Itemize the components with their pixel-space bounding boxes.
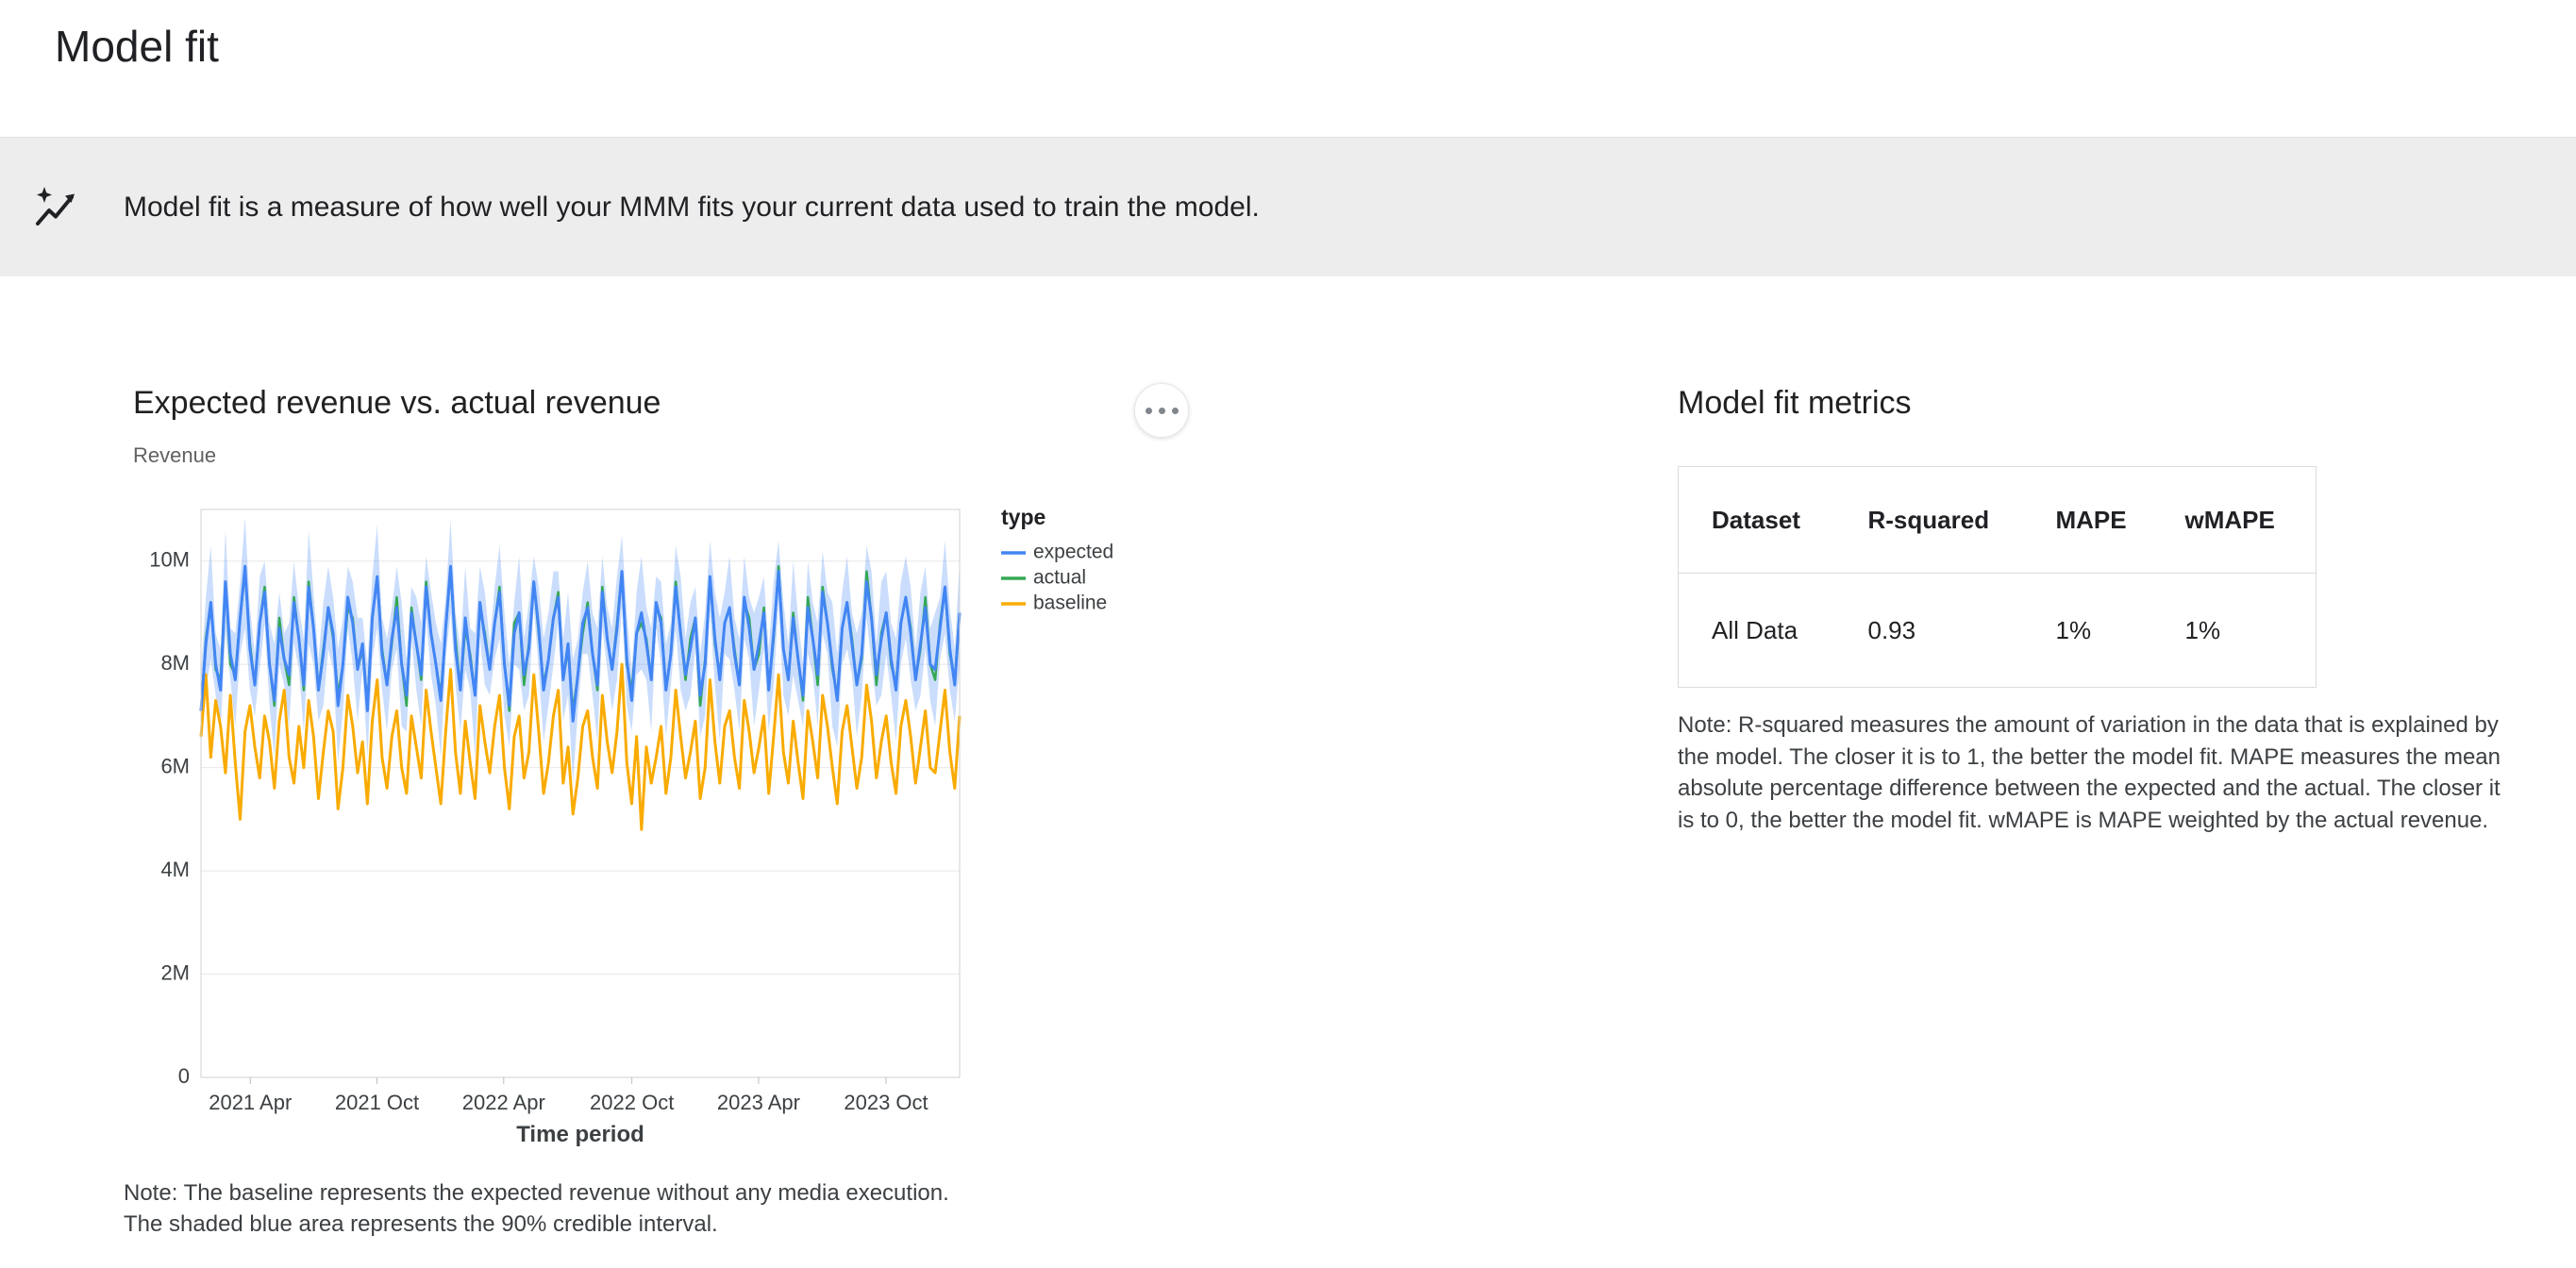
chart-title: Expected revenue vs. actual revenue xyxy=(133,385,661,421)
banner-text: Model fit is a measure of how well your … xyxy=(124,191,1260,223)
series-line-baseline xyxy=(199,662,962,831)
col-header-r-squared: R-squared xyxy=(1867,505,1990,534)
header-divider xyxy=(0,137,2576,138)
chart-note: Note: The baseline represents the expect… xyxy=(124,1180,949,1237)
col-header-mape: MAPE xyxy=(2055,505,2127,534)
x-tick-label: 2023 Oct xyxy=(844,1091,928,1114)
plot-border xyxy=(200,509,961,1078)
col-header-wmape: wMAPE xyxy=(2184,505,2275,534)
table-row: All Data 0.93 1% 1% xyxy=(1679,574,2317,688)
y-tick-label: 10M xyxy=(149,548,190,572)
y-tick-label: 6M xyxy=(160,754,190,777)
legend-title: type xyxy=(1001,505,1045,529)
legend-label-actual: actual xyxy=(1033,567,1086,589)
page-title: Model fit xyxy=(55,22,219,71)
model-fit-sparkline-icon xyxy=(33,185,78,230)
more-options-icon xyxy=(1158,407,1165,414)
chart-menu-button[interactable] xyxy=(1134,383,1189,438)
cell-dataset: All Data xyxy=(1712,615,1798,644)
y-tick-label: 8M xyxy=(160,651,190,675)
legend-label-baseline: baseline xyxy=(1033,592,1107,614)
cell-wmape: 1% xyxy=(2184,615,2221,644)
legend-label-expected: expected xyxy=(1033,542,1113,563)
x-tick-label: 2022 Apr xyxy=(462,1091,545,1114)
metrics-header-row: Dataset R-squared MAPE wMAPE xyxy=(1678,467,2317,574)
cell-mape: 1% xyxy=(2055,615,2092,644)
metrics-table: Dataset R-squared MAPE wMAPE All Data 0.… xyxy=(1678,466,2317,688)
info-banner: Model fit is a measure of how well your … xyxy=(0,138,2576,276)
x-tick-label: 2023 Apr xyxy=(717,1091,800,1114)
more-options-icon xyxy=(1171,407,1179,414)
metrics-note: Note: R-squared measures the amount of v… xyxy=(1678,712,2501,833)
cell-r-squared: 0.93 xyxy=(1867,615,1916,644)
metrics-title: Model fit metrics xyxy=(1678,385,1912,421)
x-tick-label: 2021 Apr xyxy=(209,1091,292,1114)
y-tick-label: 0 xyxy=(178,1064,190,1088)
x-axis-title: Time period xyxy=(516,1122,644,1147)
more-options-icon xyxy=(1145,407,1152,414)
x-tick-label: 2022 Oct xyxy=(590,1091,674,1114)
revenue-chart: 0 2M 4M 6M 8M 10M 2021 Apr 2021 Oct 2022 Apr 2022… xyxy=(149,505,1113,1147)
x-tick-label: 2021 Oct xyxy=(335,1091,419,1114)
y-tick-label: 4M xyxy=(160,858,190,881)
series-line-expected xyxy=(199,564,962,723)
y-axis-title: Revenue xyxy=(133,443,217,467)
col-header-dataset: Dataset xyxy=(1712,505,1800,534)
y-tick-label: 2M xyxy=(160,960,190,984)
